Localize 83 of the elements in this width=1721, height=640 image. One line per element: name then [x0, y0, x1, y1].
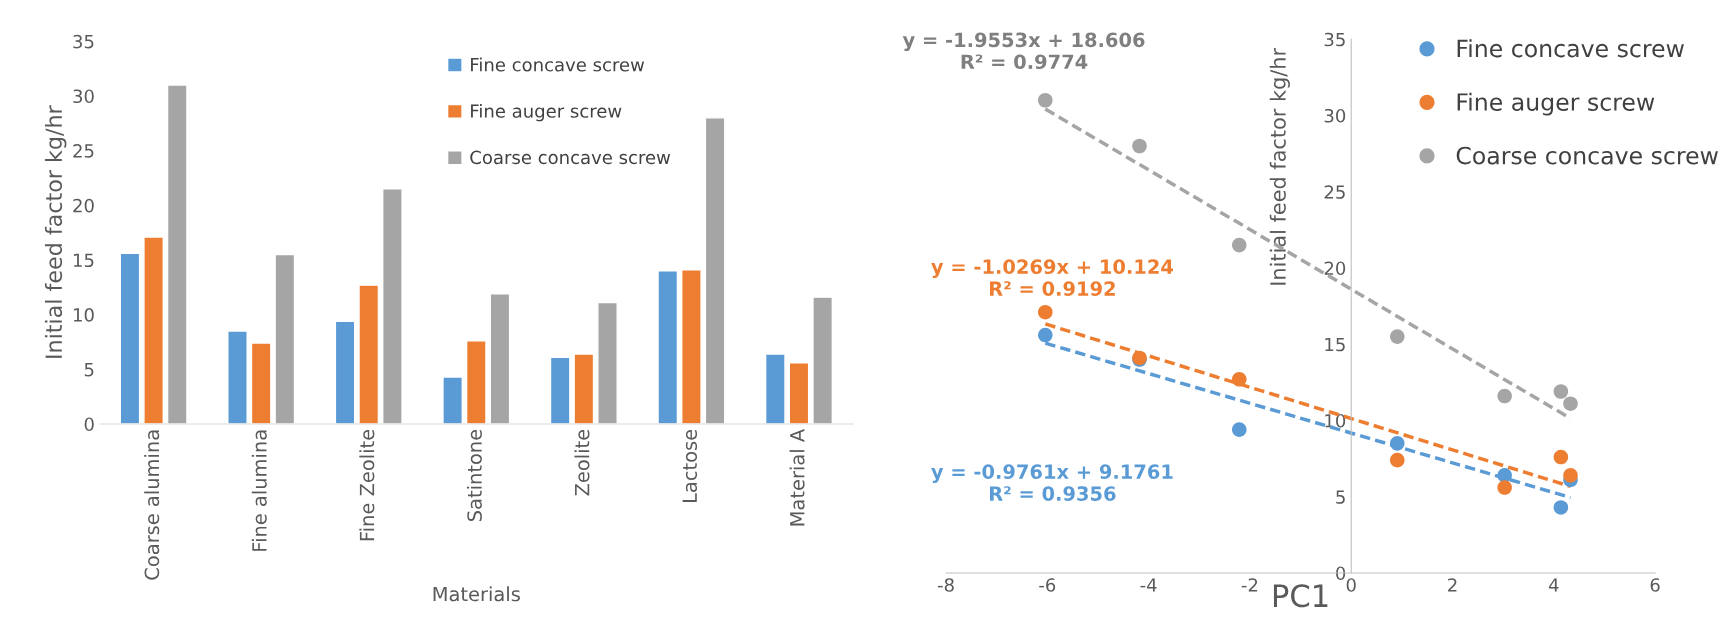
y-tick-label: 15: [1325, 337, 1345, 352]
point: [1390, 436, 1405, 451]
bar: [334, 320, 356, 424]
point: [1553, 449, 1569, 465]
y-tick-label: 0: [84, 417, 94, 432]
x-tick-label: Satintone: [466, 429, 482, 521]
legend-label: Coarse concave screw: [470, 150, 671, 165]
point: [1038, 92, 1053, 108]
y-tick-label: 25: [73, 144, 94, 158]
bar: [358, 284, 380, 424]
x-axis-title: Materials: [433, 586, 520, 602]
bar: [788, 362, 810, 424]
legend-label: Coarse concave screw: [1456, 146, 1718, 165]
x-tick-label: Material A: [789, 429, 805, 526]
x-tick-label: -8: [937, 578, 954, 592]
point: [1390, 329, 1405, 344]
y-tick-label: 30: [1324, 108, 1346, 123]
y-tick-label: 5: [84, 363, 94, 377]
point: [1563, 468, 1578, 483]
bar: [166, 84, 188, 424]
bar: [704, 117, 726, 424]
y-tick-label: 10: [1325, 413, 1346, 428]
x-tick-label: -4: [1140, 578, 1157, 592]
point: [1497, 480, 1512, 495]
legend-label: Fine auger screw: [1457, 92, 1655, 116]
bar: [549, 356, 571, 424]
x-tick-label: 6: [1650, 578, 1660, 592]
annotation: y = -0.9761x + 9.1761 R² = 0.9356: [931, 464, 1173, 501]
bar: [119, 252, 141, 424]
y-tick-label: 20: [1324, 261, 1346, 276]
bar: [465, 340, 487, 424]
point: [1231, 422, 1247, 437]
point: [1231, 372, 1247, 387]
point: [1497, 468, 1512, 483]
y-tick-label: 25: [1324, 185, 1345, 199]
y-tick-label: 0: [1336, 566, 1346, 581]
x-tick-label: -2: [1241, 578, 1258, 592]
point: [1563, 396, 1578, 411]
point: [1231, 237, 1247, 253]
bar: [657, 270, 679, 424]
bar: [597, 301, 618, 424]
x-tick-label: 0: [1346, 578, 1356, 592]
x-tick-label: 4: [1548, 578, 1559, 592]
bar: [227, 330, 248, 424]
point: [1038, 304, 1053, 320]
x-tick-label: -6: [1039, 578, 1056, 592]
x-tick-label: Lactose: [682, 429, 698, 503]
x-tick-label: Fine alumina: [251, 430, 267, 551]
bar: [274, 253, 296, 424]
point: [1038, 327, 1053, 343]
x-tick-label: Zeolite: [574, 429, 590, 496]
x-tick-label: Coarse alumina: [144, 430, 160, 580]
y-tick-label: 10: [73, 308, 94, 322]
legend-label: Fine concave screw: [1457, 39, 1684, 58]
bar: [681, 269, 702, 424]
point: [1390, 452, 1405, 468]
y-tick-label: 15: [73, 253, 94, 268]
annotation: y = -1.9553x + 18.606 R² = 0.9774: [902, 32, 1145, 70]
y-axis-title: Initial feed factor kg/hr: [1269, 47, 1290, 285]
annotation: y = -1.0269x + 10.124 R² = 0.9192: [931, 259, 1174, 296]
bar: [489, 293, 511, 424]
bar: [764, 353, 786, 424]
point: [1553, 384, 1569, 399]
y-axis-title: Initial feed factor kg/hr: [44, 105, 67, 358]
bar: [573, 353, 595, 424]
x-tick-label: 2: [1448, 578, 1457, 592]
point: [1497, 388, 1512, 404]
bar: [250, 342, 272, 424]
x-tick-label: Fine Zeolite: [359, 429, 375, 541]
bar: [382, 188, 403, 424]
legend-label: Fine auger screw: [471, 103, 622, 122]
point: [1132, 138, 1147, 154]
y-tick-label: 20: [73, 198, 94, 213]
y-tick-label: 30: [73, 89, 94, 104]
bar: [812, 296, 834, 424]
bar: [143, 236, 164, 424]
point: [1553, 500, 1569, 515]
bar: [442, 376, 463, 424]
y-tick-label: 5: [1336, 490, 1345, 504]
y-tick-label: 35: [1324, 32, 1345, 47]
y-tick-label: 35: [73, 34, 94, 49]
x-axis-title: PC1: [1273, 584, 1328, 608]
legend-label: Fine concave screw: [471, 57, 645, 72]
